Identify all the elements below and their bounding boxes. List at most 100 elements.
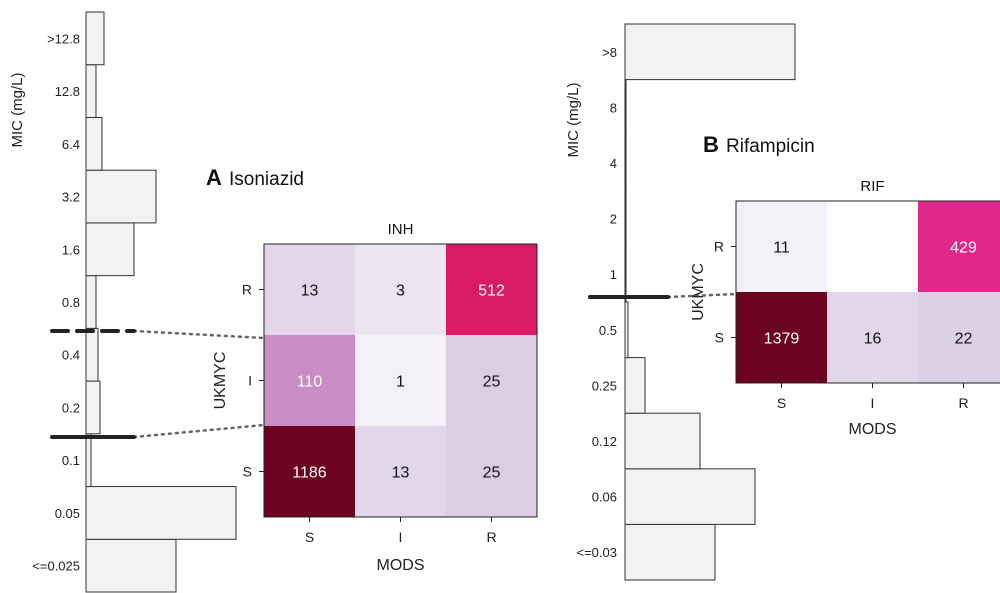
hist-bar: [624, 79, 627, 136]
hist-tick-label: 0.06: [592, 490, 617, 505]
hist-tick-label: 8: [610, 100, 617, 115]
heatmap-cell: [918, 201, 1000, 292]
heatmap-cell: [446, 244, 537, 335]
heatmap-cell-value: 110: [297, 374, 323, 391]
heatmap-x-axis-title: MODS: [377, 557, 425, 574]
heatmap-cell: [736, 201, 827, 292]
heatmap-cell: [264, 244, 355, 335]
heatmap-cell-value: 13: [392, 465, 410, 482]
hist-bar: [85, 64, 97, 118]
x-tick-label: S: [305, 529, 314, 545]
panel-title: Rifampicin: [726, 136, 815, 157]
x-tick-label: R: [486, 529, 496, 545]
heatmap-cell-value: 1379: [764, 331, 800, 348]
hist-bar: [624, 523, 716, 581]
hist-bar: [624, 134, 627, 192]
hist-bar: [85, 433, 92, 488]
heatmap-cell: [918, 292, 1000, 383]
heatmap-cell: [355, 426, 446, 517]
heatmap-x-axis-title: MODS: [849, 421, 897, 438]
x-tick-label: I: [399, 529, 403, 545]
hist-bar: [85, 275, 97, 329]
x-tick-label: I: [871, 395, 875, 411]
heatmap-cell-value: 16: [864, 331, 882, 348]
heatmap-cell: [827, 292, 918, 383]
heatmap-cell-value: 25: [483, 374, 501, 391]
hist-axis-title: MIC (mg/L): [9, 72, 26, 147]
heatmap-cell-value: 1186: [292, 465, 327, 482]
y-tick-label: S: [243, 464, 252, 480]
hist-bar: [624, 301, 629, 359]
hist-tick-label: 12.8: [55, 84, 80, 99]
hist-tick-label: 6.4: [62, 137, 80, 152]
heatmap-cell: [264, 335, 355, 426]
heatmap-cell: [264, 426, 355, 517]
breakpoint-connector: [132, 423, 266, 439]
panel-a: <=0.025 0.05 0.1 0.2 0.4 0.8 1.6 3.2 6.4 12.8 >12.…: [9, 11, 538, 593]
hist-bar: [624, 357, 646, 414]
heatmap-cell-value: 3: [396, 283, 405, 300]
x-tick-label: R: [958, 395, 968, 411]
heatmap-title: INH: [388, 221, 414, 238]
hist-bar: [624, 190, 627, 247]
panel-letter: A: [206, 165, 222, 190]
hist-tick-label: 0.8: [62, 295, 80, 310]
hist-bar: [85, 486, 237, 540]
heatmap-cell: [355, 244, 446, 335]
heatmap-cell: [827, 201, 918, 292]
hist-tick-label: <=0.025: [32, 559, 80, 574]
heatmap-cell-value: 512: [478, 283, 505, 300]
heatmap-cell: [736, 292, 827, 383]
heatmap-cell-value: 11: [773, 240, 790, 257]
y-tick-label: R: [242, 282, 252, 298]
x-tick-label: S: [777, 395, 786, 411]
breakpoint-connector: [666, 292, 738, 299]
hist-bar: [85, 538, 177, 593]
hist-bar: [624, 468, 756, 525]
heatmap-y-axis-title: UKMYC: [690, 263, 707, 321]
hist-bar: [85, 116, 103, 171]
hist-tick-label: 3.2: [62, 190, 80, 205]
hist-tick-label: 2: [610, 212, 617, 227]
hist-tick-label: 0.05: [55, 506, 80, 521]
hist-tick-label: 0.25: [592, 378, 617, 393]
heatmap-cell: [446, 426, 537, 517]
hist-tick-label: >8: [602, 45, 617, 60]
hist-tick-label: 0.4: [62, 348, 80, 363]
heatmap-cell-value: 22: [955, 331, 973, 348]
hist-bar: [85, 11, 105, 66]
hist-tick-label: 1: [610, 267, 617, 282]
panel-letter: B: [703, 132, 719, 157]
panel-b: <=0.03 0.06 0.12 0.25 0.5 1 2 4 8 >8 MIC (mg/L) B Ri…: [565, 23, 1000, 581]
hist-tick-label: 0.2: [62, 400, 80, 415]
hist-tick-label: <=0.03: [577, 545, 618, 560]
hist-bar: [85, 380, 101, 435]
heatmap-cell: [446, 335, 537, 426]
heatmap-cell-value: 429: [950, 240, 977, 257]
hist-tick-label: 4: [610, 156, 617, 171]
heatmap-cell-value: 13: [301, 283, 319, 300]
heatmap-cell: [355, 335, 446, 426]
hist-bar: [624, 23, 796, 81]
y-tick-label: I: [248, 373, 252, 389]
heatmap-cell-value: 25: [483, 465, 501, 482]
hist-bar: [85, 327, 99, 382]
hist-tick-label: >12.8: [47, 31, 80, 46]
hist-tick-label: 0.1: [62, 453, 80, 468]
breakpoint-connector: [132, 329, 266, 340]
hist-axis-title: MIC (mg/L): [565, 82, 582, 157]
hist-tick-label: 0.5: [599, 323, 617, 338]
heatmap-title: RIF: [860, 178, 884, 195]
hist-tick-label: 1.6: [62, 242, 80, 257]
heatmap-cell-value: 1: [396, 374, 405, 391]
y-tick-label: S: [715, 330, 724, 346]
hist-bar: [85, 169, 157, 224]
y-tick-label: R: [714, 239, 724, 255]
hist-bar: [624, 412, 701, 470]
hist-tick-label: 0.12: [592, 434, 617, 449]
hist-bar: [624, 245, 627, 303]
hist-bar: [85, 222, 135, 277]
panel-title: Isoniazid: [229, 169, 304, 190]
heatmap-y-axis-title: UKMYC: [212, 352, 229, 410]
